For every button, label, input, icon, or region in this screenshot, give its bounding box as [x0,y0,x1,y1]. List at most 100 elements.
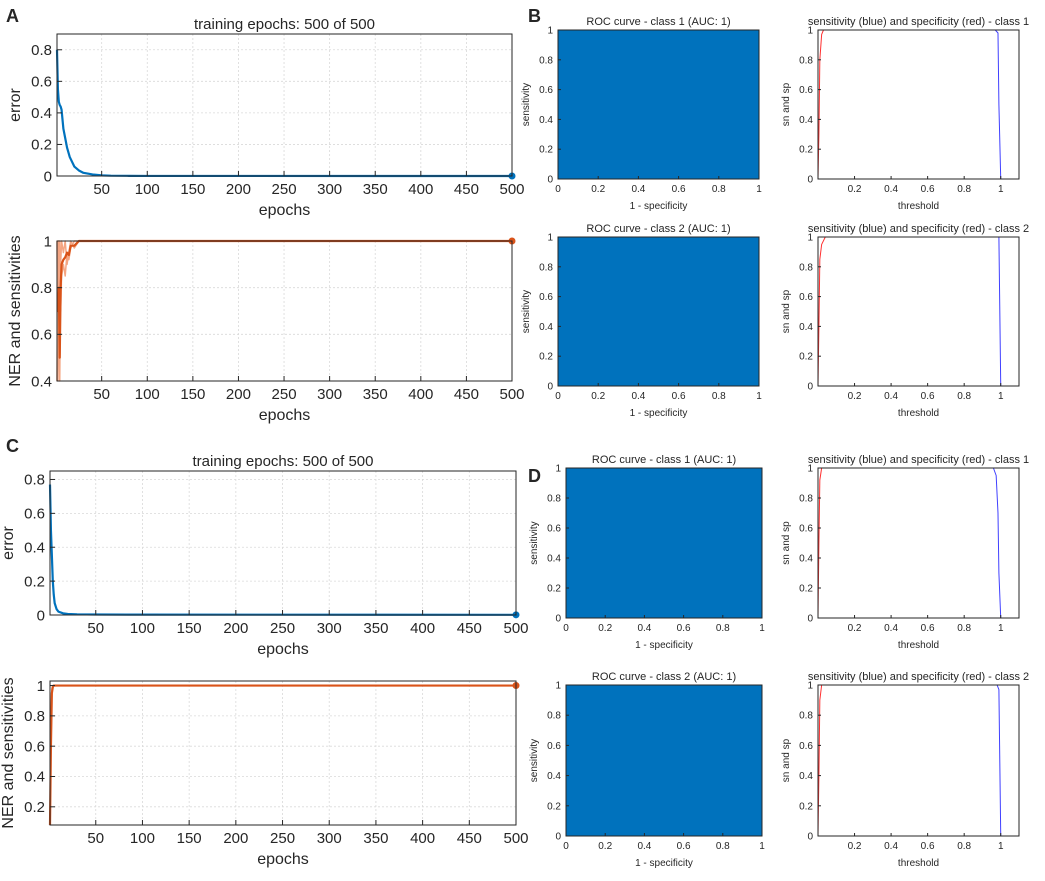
chart-title: training epochs: 500 of 500 [193,453,374,470]
y-tick-label: 0.6 [539,292,553,303]
x-tick-label: 0 [563,841,569,852]
x-tick-label: 0.2 [598,623,612,634]
y-tick-label: 1 [807,26,813,37]
y-tick-label: 1 [37,678,45,695]
roc-area [558,30,759,179]
y-axis-label: sensitivity [521,290,532,333]
x-tick-label: 1 [998,623,1004,634]
chart-title: training epochs: 500 of 500 [194,16,375,33]
plot-frame [557,236,760,387]
x-tick-label: 200 [223,830,248,847]
y-tick-label: 0.8 [799,711,813,722]
x-tick-label: 0.2 [848,184,862,195]
chart-title: sensitivity (blue) and specificity (red)… [808,454,1029,466]
y-tick-label: 0.8 [31,42,52,59]
plot-area [57,34,512,176]
y-tick-label: 0.4 [24,769,45,786]
x-tick-label: 0.8 [712,184,726,195]
chart-title: ROC curve - class 1 (AUC: 1) [586,16,730,28]
x-tick-label: 0.4 [884,623,898,634]
y-tick-label: 0.6 [799,85,813,96]
chart-b-roc1: 0 0.2 0.4 0.6 0.8 1 0 0.2 0.4 0.6 0.8 1 ROC curve - … [521,16,762,212]
x-tick-label: 0.8 [957,184,971,195]
panel-label-c: C [6,436,19,456]
x-tick-label: 0 [555,184,561,195]
x-tick-label: 100 [130,830,155,847]
plot-frame [565,467,763,619]
x-tick-label: 350 [363,620,388,637]
y-tick-label: 0.6 [31,74,52,91]
x-tick-label: 50 [93,386,110,403]
y-tick-label: 1 [807,464,813,475]
y-tick-label: 0.8 [799,262,813,273]
y-tick-label: 1 [555,464,561,475]
panel-label-d: D [528,466,541,486]
series-line-0 [48,484,517,616]
chart-title: ROC curve - class 1 (AUC: 1) [592,454,736,466]
y-tick-label: 0.4 [799,771,813,782]
y-tick-label: 0.4 [547,554,561,565]
x-tick-label: 1 [759,623,765,634]
x-tick-label: 200 [223,620,248,637]
x-axis-label: 1 - specificity [630,408,688,419]
chart-title: ROC curve - class 2 (AUC: 1) [592,671,736,683]
x-tick-label: 100 [130,620,155,637]
x-tick-label: 0.4 [631,184,645,195]
x-tick-label: 300 [317,620,342,637]
x-tick-label: 400 [410,620,435,637]
x-tick-label: 0.8 [716,841,730,852]
chart-c-ner: 50 100 150 200 250 300 350 400 450 500 0.2 0.4 0.6 0.… [0,677,529,868]
x-axis-label: epochs [257,851,309,868]
x-tick-label: 0.8 [957,841,971,852]
x-tick-label: 100 [135,386,160,403]
plot-frame [817,684,1020,837]
y-tick-label: 0.2 [539,145,553,156]
plot-area [818,237,1019,386]
y-tick-label: 0.2 [799,352,813,363]
x-tick-label: 1 [756,184,762,195]
x-tick-label: 350 [363,386,388,403]
y-tick-label: 0.2 [24,799,45,816]
y-tick-label: 1 [807,681,813,692]
y-tick-label: 0.4 [799,322,813,333]
x-tick-label: 0.6 [677,841,691,852]
x-axis-label: 1 - specificity [630,201,688,212]
x-tick-label: 0.2 [598,841,612,852]
x-tick-label: 350 [363,181,388,198]
y-axis-label: sn and sp [781,738,792,782]
chart-d-roc2: 0 0.2 0.4 0.6 0.8 1 0 0.2 0.4 0.6 0.8 1 ROC curve - … [529,671,765,869]
y-tick-label: 0.6 [31,327,52,344]
x-tick-label: 250 [272,181,297,198]
x-axis-label: epochs [257,641,309,658]
x-tick-label: 0.2 [591,184,605,195]
x-tick-label: 500 [503,620,528,637]
x-tick-label: 450 [457,620,482,637]
x-tick-label: 250 [270,620,295,637]
panel-label-a: A [6,6,19,26]
y-tick-label: 0.4 [31,373,52,390]
y-tick-label: 0.2 [547,584,561,595]
series-line-1 [48,684,516,826]
y-tick-label: 0.8 [799,494,813,505]
x-axis-label: threshold [898,640,939,651]
x-axis-label: threshold [898,858,939,869]
y-axis-label: NER and sensitivities [7,235,24,386]
plot-area [818,468,1019,618]
x-tick-label: 250 [272,386,297,403]
x-tick-label: 1 [998,391,1004,402]
y-tick-label: 0 [547,382,553,393]
x-tick-label: 0 [563,623,569,634]
x-tick-label: 50 [87,830,104,847]
x-tick-label: 0.6 [672,391,686,402]
y-tick-label: 0 [807,382,813,393]
plot-area [818,685,1019,836]
y-tick-label: 0.4 [539,322,553,333]
roc-area [566,685,762,836]
y-tick-label: 0.4 [31,105,52,122]
x-tick-label: 0.2 [591,391,605,402]
y-tick-label: 0.4 [799,115,813,126]
chart-title: ROC curve - class 2 (AUC: 1) [586,223,730,235]
x-tick-label: 450 [454,181,479,198]
